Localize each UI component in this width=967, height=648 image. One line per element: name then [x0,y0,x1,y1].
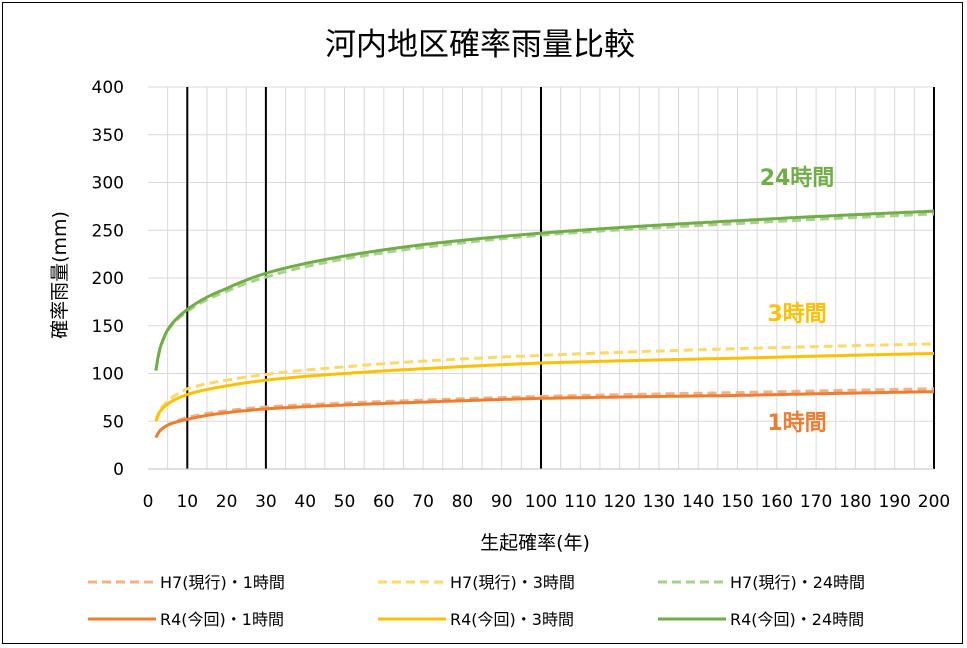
y-tick-label: 250 [92,221,124,241]
legend-label: R4(今回)・3時間 [450,610,574,629]
x-tick-label: 200 [918,492,950,512]
x-tick-label: 190 [878,492,910,512]
series-line [154,387,934,439]
legend-label: R4(今回)・1時間 [160,610,284,629]
y-tick-label: 100 [92,365,124,385]
x-tick-label: 130 [643,492,675,512]
x-tick-label: 60 [373,492,395,512]
grid-lines [148,86,934,470]
x-tick-label: 110 [564,492,596,512]
series-line [154,351,935,422]
legend: H7(現行)・1時間 H7(現行)・3時間 H7(現行)・24時間 R4(今回)・1時… [88,573,865,629]
legend-label: H7(現行)・3時間 [450,573,575,592]
x-tick-label: 50 [334,492,356,512]
legend-label: R4(今回)・24時間 [730,610,864,629]
y-tick-label: 50 [102,412,124,432]
x-tick-label: 0 [143,492,154,512]
y-tick-label: 400 [92,78,124,98]
x-tick-label: 10 [176,492,198,512]
y-axis-label: 確率雨量(mm) [49,211,71,339]
x-tick-labels: 0 10 20 30 40 50 60 70 80 90 100 110 120 130 140 150 160… [143,492,951,512]
x-tick-label: 80 [452,492,474,512]
x-tick-label: 70 [412,492,434,512]
series-annotation: 1時間 [767,411,826,436]
x-tick-label: 140 [682,492,714,512]
x-tick-label: 100 [525,492,557,512]
x-tick-label: 180 [839,492,871,512]
x-tick-label: 40 [294,492,316,512]
series-line [154,390,935,439]
series-line [154,342,934,422]
x-tick-label: 90 [491,492,513,512]
y-tick-labels: 0 50 100 150 200 250 300 350 400 [92,78,124,480]
y-tick-label: 300 [92,174,124,194]
chart-title: 河内地区確率雨量比較 [325,27,635,63]
x-tick-label: 170 [800,492,832,512]
series-lines [154,209,935,439]
x-tick-label: 30 [255,492,277,512]
y-tick-label: 350 [92,126,124,146]
y-tick-label: 0 [113,460,124,480]
series-annotation: 3時間 [767,302,826,327]
x-tick-label: 160 [761,492,793,512]
series-line [154,212,935,371]
x-tick-label: 120 [603,492,635,512]
x-axis-label: 生起確率(年) [480,532,590,554]
legend-label: H7(現行)・24時間 [730,573,865,592]
y-tick-label: 150 [92,317,124,337]
x-tick-label: 20 [216,492,238,512]
chart-svg: 河内地区確率雨量比較 0 50 100 150 200 250 300 350 400 0 10 2… [49,27,951,629]
series-line [154,209,935,371]
series-annotation: 24時間 [760,166,835,191]
series-annotations: 24時間 3時間 1時間 [760,166,835,436]
legend-label: H7(現行)・1時間 [160,573,285,592]
x-tick-label: 150 [721,492,753,512]
y-tick-label: 200 [92,269,124,289]
